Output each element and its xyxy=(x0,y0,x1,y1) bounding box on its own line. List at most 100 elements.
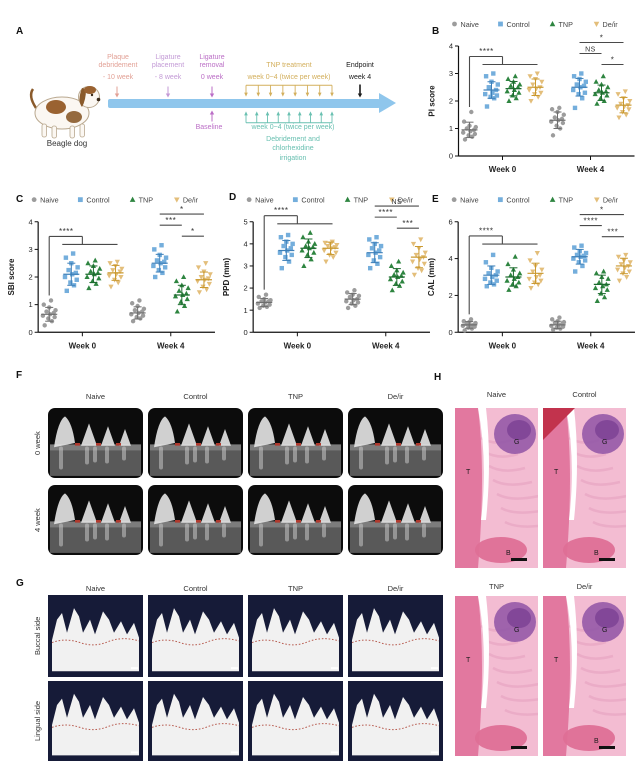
xray-naive-0week xyxy=(48,408,143,478)
panel-c-label: C xyxy=(16,194,24,205)
svg-text:TNP: TNP xyxy=(354,195,369,204)
svg-text:Naive: Naive xyxy=(461,20,479,29)
xray-deir-4week xyxy=(348,485,443,555)
svg-text:TNP: TNP xyxy=(139,195,154,204)
svg-text:*: * xyxy=(611,56,615,65)
svg-text:G: G xyxy=(514,627,519,634)
svg-text:Week 0: Week 0 xyxy=(489,165,517,174)
g-row-label-buccal: Buccal side xyxy=(33,616,42,656)
up-arrow-icon xyxy=(209,110,215,122)
timeline-arrow-head-icon xyxy=(379,93,396,113)
svg-text:Week 0: Week 0 xyxy=(489,341,517,350)
svg-text:Naive: Naive xyxy=(460,195,478,204)
h-header-control: Control xyxy=(572,390,597,399)
svg-text:De/ir: De/ir xyxy=(183,195,199,204)
xray-tnp-0week xyxy=(248,408,343,478)
milestone-ligature-placement: Ligature placement - 8 week xyxy=(135,50,201,82)
svg-text:Control: Control xyxy=(506,195,530,204)
milestone-plaque-debridement: Plaque debridement - 10 week xyxy=(83,50,153,82)
f-column-header-naive: Naive xyxy=(85,392,106,401)
svg-text:****: **** xyxy=(379,208,394,217)
panel-a-label: A xyxy=(16,26,24,37)
microct-tnp-lingual xyxy=(248,681,343,761)
panel-f-label: F xyxy=(16,370,23,381)
cal-chart: Naive Control TNP De/ir 0 2 4 6 CAL (mm) Week 0 We… xyxy=(424,186,640,364)
panel-b-label: B xyxy=(432,26,440,37)
svg-text:Control: Control xyxy=(507,20,531,29)
svg-text:Week 0: Week 0 xyxy=(284,341,312,350)
svg-text:0: 0 xyxy=(243,328,247,337)
down-arrow-icon xyxy=(357,84,363,98)
pi-score-chart: Naive Control TNP De/ir 0 1 2 3 4 PI score Week 0 W… xyxy=(424,14,640,184)
svg-text:4: 4 xyxy=(28,217,32,226)
microct-tnp-buccal xyxy=(248,595,343,677)
milestone-title: Endpoint xyxy=(346,61,374,69)
svg-text:PPD (mm): PPD (mm) xyxy=(222,258,231,297)
svg-text:T: T xyxy=(466,469,471,476)
svg-text:3: 3 xyxy=(449,69,453,78)
xray-control-0week xyxy=(148,408,243,478)
svg-text:****: **** xyxy=(479,226,494,235)
baseline-label: Baseline xyxy=(195,124,223,131)
milestone-title: Plaque debridement xyxy=(98,53,138,69)
svg-text:PI score: PI score xyxy=(428,85,437,117)
microct-naive-lingual xyxy=(48,681,143,761)
f-column-header-control: Control xyxy=(183,392,208,401)
milestone-title: TNP treatment xyxy=(266,61,312,69)
svg-text:*: * xyxy=(191,227,195,236)
microct-naive-buccal xyxy=(48,595,143,677)
debridement-note: Debridement and chlorhexidine irrigation xyxy=(266,136,320,162)
h-header-deir: De/ir xyxy=(576,582,593,591)
svg-text:2: 2 xyxy=(243,284,247,293)
panel-e-label: E xyxy=(432,194,439,205)
svg-text:T: T xyxy=(554,657,559,664)
svg-text:T: T xyxy=(466,657,471,664)
svg-text:Week 0: Week 0 xyxy=(69,341,97,350)
g-column-header-tnp: TNP xyxy=(288,584,303,593)
svg-text:4: 4 xyxy=(449,42,453,51)
microct-deir-lingual xyxy=(348,681,443,761)
svg-text:B: B xyxy=(506,550,511,557)
sbi-score-chart: Naive Control TNP De/ir 0 1 2 3 4 SBI score Week 0… xyxy=(4,186,220,364)
svg-text:1: 1 xyxy=(28,300,32,309)
histology-control: T G B xyxy=(543,408,626,568)
down-arrow-icon xyxy=(165,86,171,98)
svg-text:2: 2 xyxy=(28,273,32,282)
milestone-tnp-treatment: TNP treatment week 0~4 (twice per week) xyxy=(233,50,345,82)
milestone-time: - 8 week xyxy=(154,74,182,81)
milestone-time: - 10 week xyxy=(102,74,134,81)
svg-text:2: 2 xyxy=(448,291,452,300)
down-arrow-icon xyxy=(114,86,120,98)
microct-deir-buccal xyxy=(348,595,443,677)
panel-h-label: H xyxy=(434,372,442,383)
histology-naive: T G B xyxy=(455,408,538,568)
svg-text:De/ir: De/ir xyxy=(603,195,619,204)
svg-text:TNP: TNP xyxy=(559,20,574,29)
timeline-arrow-bar xyxy=(108,99,380,108)
svg-text:De/ir: De/ir xyxy=(398,195,414,204)
f-column-header-deir: De/ir xyxy=(387,392,404,401)
svg-text:2: 2 xyxy=(449,97,453,106)
svg-text:TNP: TNP xyxy=(559,195,574,204)
svg-text:Naive: Naive xyxy=(40,195,58,204)
microct-control-lingual xyxy=(148,681,243,761)
svg-text:3: 3 xyxy=(243,262,247,271)
xray-naive-4week xyxy=(48,485,143,555)
svg-text:1: 1 xyxy=(243,306,247,315)
down-arrow-icon xyxy=(209,86,215,98)
g-column-header-naive: Naive xyxy=(85,584,106,593)
svg-text:B: B xyxy=(594,738,599,745)
g-row-label-lingual: Lingual side xyxy=(33,700,42,742)
svg-text:CAL (mm): CAL (mm) xyxy=(427,258,436,296)
svg-text:Week 4: Week 4 xyxy=(577,165,605,174)
milestone-ligature-removal: Ligature removal 0 week xyxy=(184,50,240,82)
svg-text:0: 0 xyxy=(448,328,452,337)
svg-text:****: **** xyxy=(584,217,599,226)
g-column-header-control: Control xyxy=(183,584,208,593)
dog-caption: Beagle dog xyxy=(46,139,88,148)
svg-text:B: B xyxy=(594,550,599,557)
milestone-time: week 4 xyxy=(348,74,372,81)
svg-text:***: *** xyxy=(607,228,618,237)
